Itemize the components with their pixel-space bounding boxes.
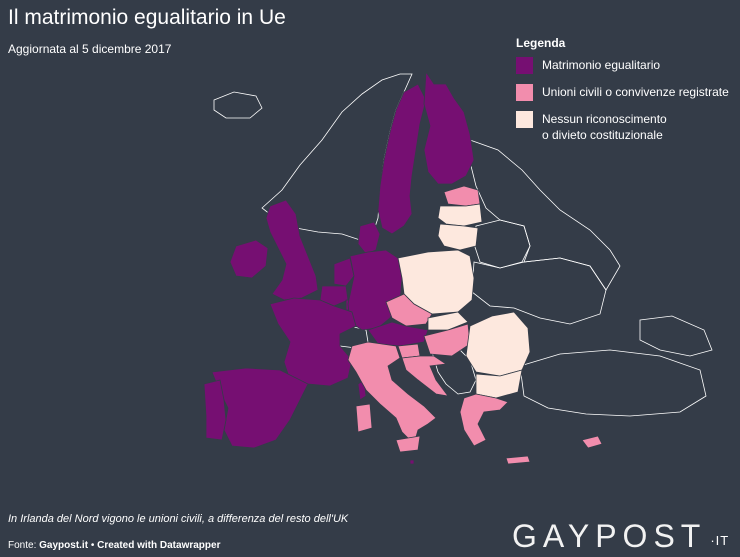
country-polonia bbox=[397, 249, 475, 315]
country-caucaso bbox=[639, 315, 713, 357]
country-irlanda bbox=[229, 239, 269, 279]
legend-label-unioni: Unioni civili o convivenze registrate bbox=[542, 85, 729, 99]
country-portogallo bbox=[203, 379, 227, 441]
chart-subtitle: Aggiornata al 5 dicembre 2017 bbox=[8, 42, 172, 56]
country-svezia bbox=[377, 83, 427, 235]
footer-credit-link[interactable]: Created with Datawrapper bbox=[97, 540, 221, 551]
legend-swatch-nessuno bbox=[516, 111, 533, 128]
footnote: In Irlanda del Nord vigono le unioni civ… bbox=[8, 513, 349, 525]
country-spagna bbox=[211, 367, 309, 449]
legend-label-nessuno: Nessun riconoscimento o divieto costituz… bbox=[542, 112, 667, 142]
footer-separator: • bbox=[88, 540, 98, 551]
country-ucraina bbox=[471, 257, 607, 325]
country-finlandia bbox=[423, 70, 475, 185]
country-russia bbox=[469, 139, 621, 291]
logo-text: GAYPOST bbox=[512, 518, 707, 554]
legend-swatch-matrimonio bbox=[516, 57, 533, 74]
legend-swatch-unioni bbox=[516, 84, 533, 101]
legend-item-matrimonio: Matrimonio egualitario bbox=[516, 57, 738, 74]
country-bielorussia bbox=[473, 219, 531, 269]
legend-title: Legenda bbox=[516, 36, 566, 50]
country-sardegna bbox=[355, 403, 373, 433]
logo-suffix: ·IT bbox=[710, 533, 730, 548]
legend-item-unioni: Unioni civili o convivenze registrate bbox=[516, 84, 738, 101]
country-estonia bbox=[443, 185, 481, 207]
country-francia bbox=[269, 297, 357, 387]
country-danimarca bbox=[357, 221, 381, 255]
footer-prefix: Fonte: bbox=[8, 540, 40, 551]
country-lituania bbox=[437, 223, 479, 251]
country-regno-unito bbox=[265, 199, 319, 301]
country-creta bbox=[505, 455, 531, 465]
country-turchia bbox=[519, 349, 707, 417]
country-sicilia bbox=[395, 435, 421, 453]
country-belgio bbox=[319, 285, 349, 307]
europe-map bbox=[203, 70, 713, 465]
legend-label-matrimonio: Matrimonio egualitario bbox=[542, 58, 661, 72]
country-croazia bbox=[401, 355, 449, 397]
footer-source-link[interactable]: Gaypost.it bbox=[39, 540, 89, 551]
country-malta bbox=[409, 459, 415, 465]
country-islanda bbox=[213, 91, 263, 119]
country-grecia bbox=[459, 393, 509, 447]
country-cipro bbox=[581, 435, 603, 449]
country-slovacchia bbox=[427, 311, 469, 331]
legend-item-nessuno: Nessun riconoscimento o divieto costituz… bbox=[516, 111, 738, 143]
legend: Legenda Matrimonio egualitario Unioni ci… bbox=[516, 36, 738, 153]
gaypost-logo: GAYPOST ·IT bbox=[512, 518, 729, 555]
source-footer: Fonte: Gaypost.it • Created with Datawra… bbox=[8, 540, 220, 551]
country-italia bbox=[347, 341, 437, 445]
country-lettonia bbox=[437, 203, 483, 227]
country-germania bbox=[347, 249, 403, 331]
country-romania bbox=[465, 311, 531, 377]
chart-title: Il matrimonio egualitario in Ue bbox=[8, 6, 286, 29]
country-paesi-bassi bbox=[333, 257, 355, 287]
country-slovenia bbox=[397, 343, 421, 359]
